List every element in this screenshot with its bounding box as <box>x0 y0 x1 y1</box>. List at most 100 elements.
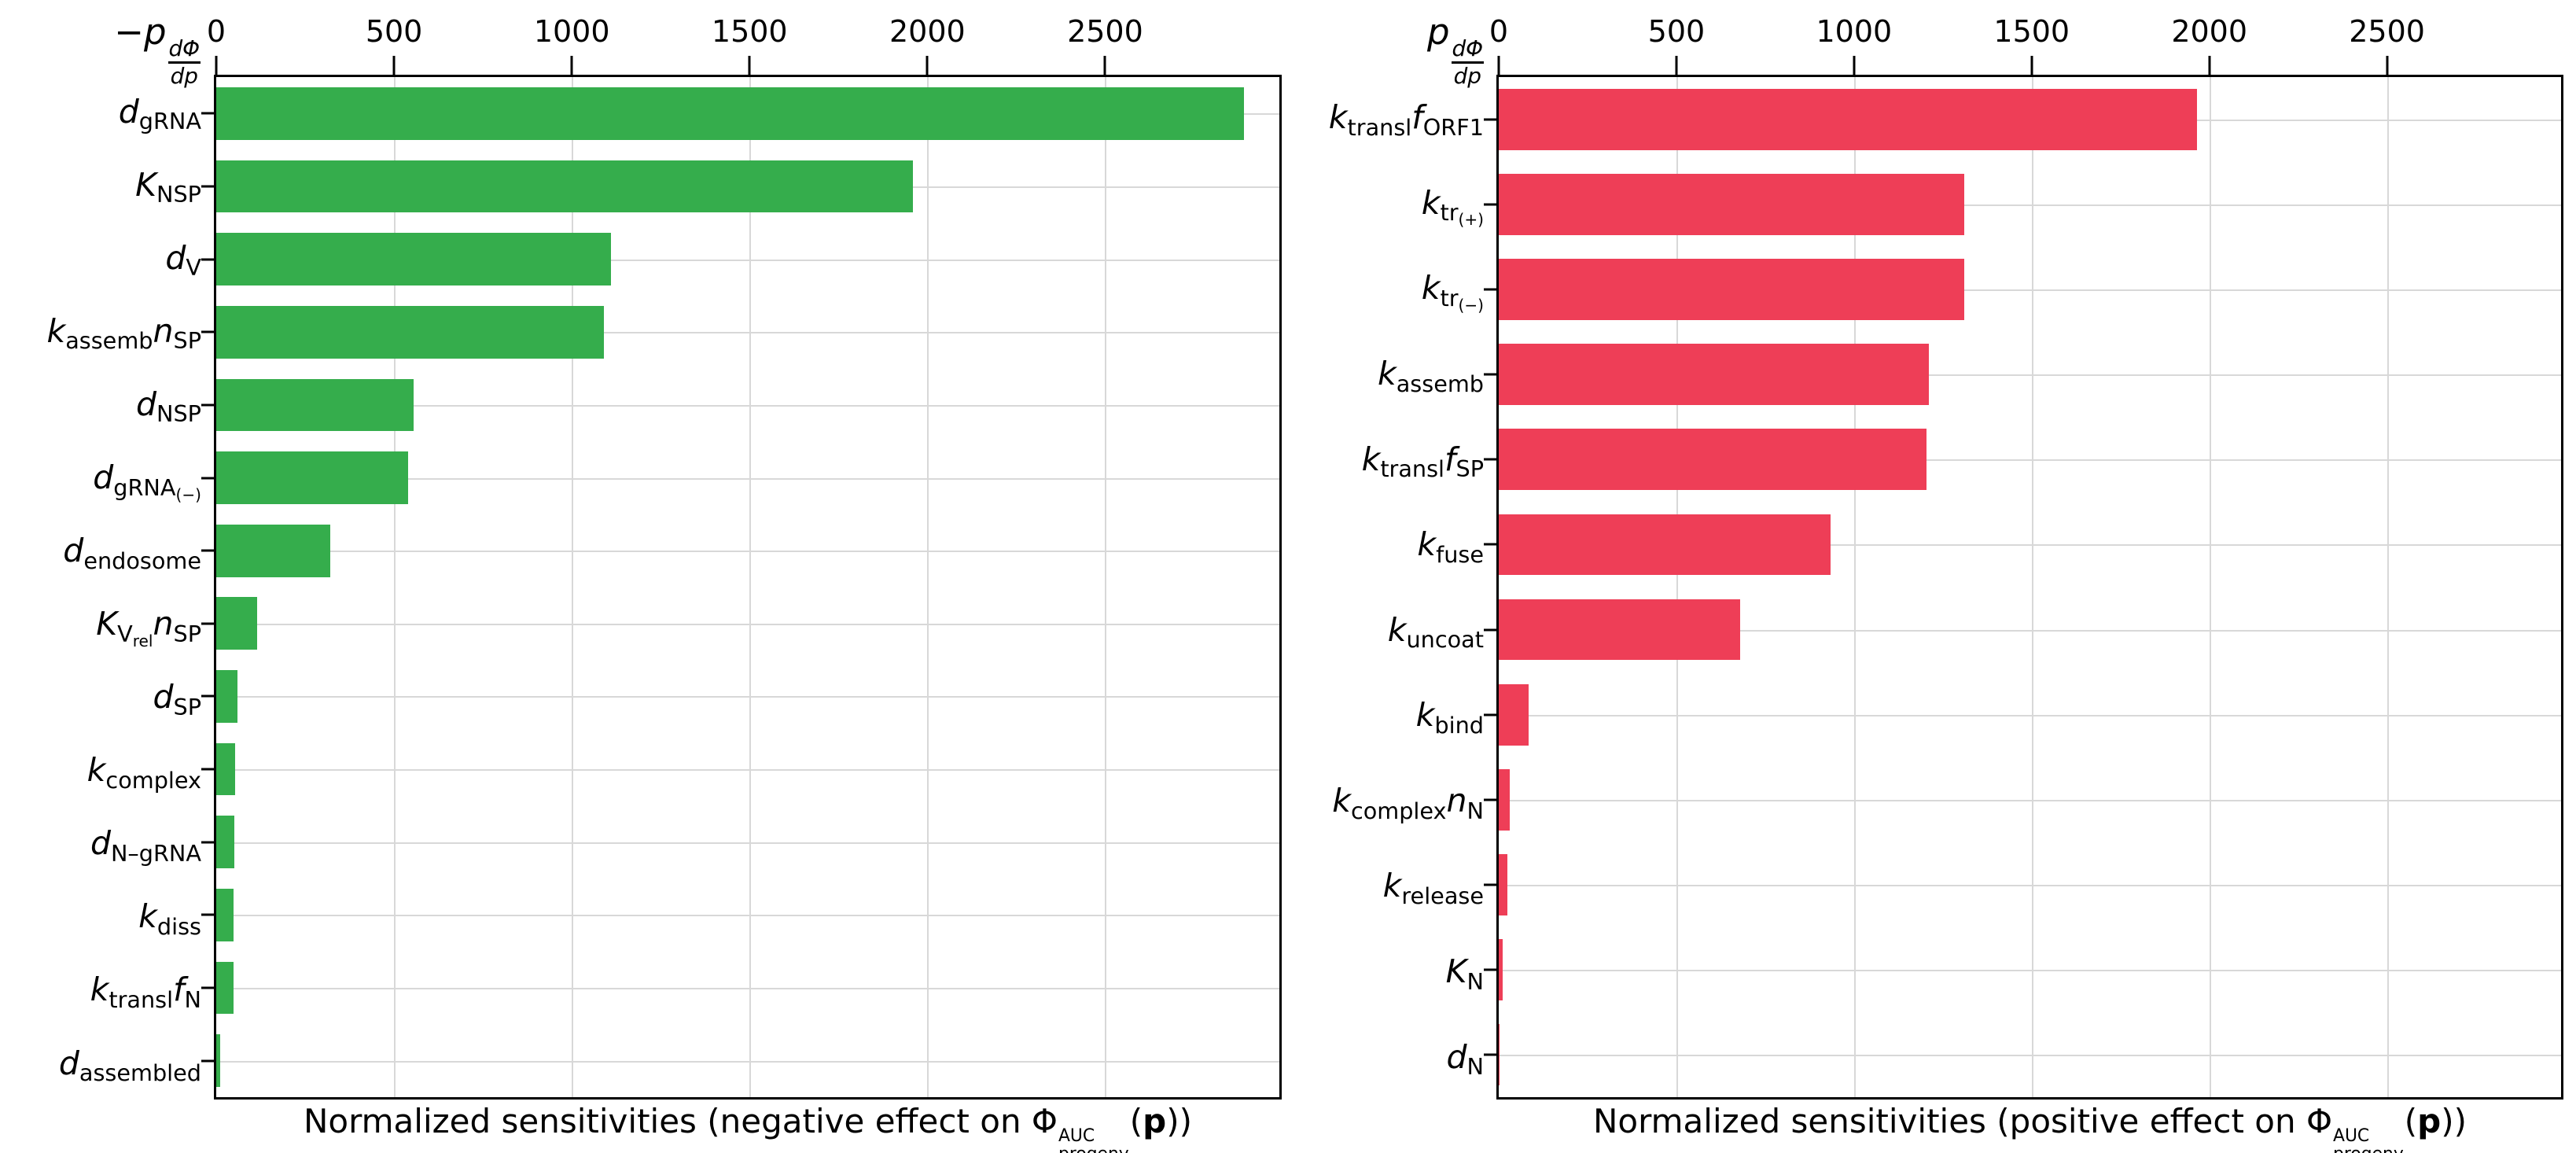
math-run: release <box>1401 882 1484 910</box>
bar <box>1499 938 1503 1000</box>
y-tick-mark <box>201 768 216 771</box>
y-tick-mark <box>1484 458 1499 461</box>
x-tick-mark <box>926 56 929 77</box>
math-run: bind <box>1434 711 1484 739</box>
math-text: SP <box>1455 455 1484 482</box>
x-tick-mark <box>1675 56 1678 77</box>
math-run: endosome <box>83 547 201 574</box>
math-run: N <box>1466 1053 1484 1081</box>
y-tick-mark <box>1484 883 1499 886</box>
math-run: transl <box>109 986 174 1014</box>
vertical-gridline <box>2209 77 2211 1097</box>
bar <box>216 889 234 941</box>
x-tick-label: 2500 <box>2349 14 2425 49</box>
math-text: assemb <box>65 327 153 354</box>
y-axis-category-label: KNSP <box>0 148 201 221</box>
math-text: kuncoat <box>1388 611 1484 654</box>
math-run: complex <box>105 766 201 794</box>
phi-symbol: Φ <box>1031 1102 1058 1140</box>
bar <box>1499 514 1831 576</box>
y-axis-category-label: dV <box>0 221 201 294</box>
y-tick-mark <box>1484 628 1499 632</box>
vertical-gridline <box>749 77 752 1097</box>
math-text: release <box>1401 882 1484 909</box>
math-text: kbind <box>1416 696 1484 739</box>
math-text: V <box>186 254 201 281</box>
math-run: n <box>153 605 174 643</box>
y-axis-category-label: dgRNA(−) <box>0 440 201 514</box>
x-tick-label: 1500 <box>1993 14 2070 49</box>
math-run: k <box>46 311 66 350</box>
x-tick-label: 1500 <box>711 14 788 49</box>
y-axis-category-label: dSP <box>0 661 201 734</box>
math-text: N <box>1467 1053 1484 1080</box>
math-run: d <box>153 678 174 716</box>
y-axis-category-label: kcomplexnN <box>1277 758 1484 844</box>
math-text: dN–gRNA <box>90 824 201 867</box>
horizontal-gridline <box>1499 1054 2561 1056</box>
math-text: assembled <box>79 1059 201 1086</box>
y-axis-category-label: krelease <box>1277 843 1484 929</box>
math-text: bind <box>1434 712 1484 739</box>
math-text: dgRNA(−) <box>93 459 201 504</box>
caption-open-paren: ( <box>2404 1102 2418 1140</box>
phi-subscript: progeny <box>1058 1145 1129 1153</box>
math-text: ktranslfSP <box>1362 440 1484 483</box>
math-run: N–gRNA <box>110 839 201 867</box>
math-text: dendosome <box>63 532 201 574</box>
math-text: dNSP <box>136 385 201 428</box>
math-text: transl <box>1348 114 1412 141</box>
math-run: d <box>118 92 139 131</box>
fraction-denominator: dp <box>1451 61 1484 88</box>
math-run: assemb <box>1396 370 1484 397</box>
math-text: kfuse <box>1417 525 1484 568</box>
bar <box>1499 344 1929 406</box>
y-tick-mark <box>1484 798 1499 801</box>
math-text: dSP <box>153 678 201 720</box>
y-axis-category-label: ktr(−) <box>1277 245 1484 331</box>
vertical-gridline <box>1676 77 1678 1097</box>
math-text: uncoat <box>1406 626 1484 653</box>
math-run: k <box>1332 781 1351 820</box>
y-axis-category-label: kbind <box>1277 672 1484 758</box>
math-run: gRNA <box>138 108 201 135</box>
math-run: rel <box>132 631 153 650</box>
math-run: K <box>96 605 118 643</box>
y-axis-category-label: dN–gRNA <box>0 807 201 880</box>
positive-y-axis-labels: ktranslfORF1 ktr(+) ktr(−) kassemb ktranslfS… <box>1277 75 1484 1100</box>
bar <box>216 378 414 432</box>
math-text: kassembnSP <box>46 311 201 355</box>
math-text: ktranslfORF1 <box>1329 98 1484 141</box>
math-run: d <box>165 238 186 277</box>
y-axis-category-label: ktranslfORF1 <box>1277 75 1484 160</box>
y-axis-category-label: kassemb <box>1277 331 1484 417</box>
math-text: (−) <box>176 485 202 504</box>
horizontal-gridline <box>216 404 1279 407</box>
horizontal-gridline <box>1499 969 2561 971</box>
horizontal-gridline <box>216 551 1279 553</box>
math-text: diss <box>157 913 201 940</box>
positive-axis-title: p dΦ dp <box>1307 11 1484 88</box>
math-run: SP <box>173 620 201 647</box>
math-text: kcomplexnN <box>1332 781 1484 824</box>
math-text: ktr(−) <box>1421 269 1484 315</box>
math-run: tr <box>1440 285 1459 312</box>
fraction-denominator: dp <box>167 61 201 88</box>
math-run: (+) <box>1458 210 1485 230</box>
positive-plot-area: 0 500 1000 1500 2000 2500 <box>1484 15 2563 1100</box>
y-tick-mark <box>201 549 216 552</box>
x-tick-mark <box>1103 56 1106 77</box>
math-run: (−) <box>175 484 202 504</box>
x-tick-mark <box>2208 56 2211 77</box>
y-axis-category-label: kdiss <box>0 880 201 953</box>
math-run: K <box>135 165 157 204</box>
x-tick-mark <box>748 56 751 77</box>
math-text: krelease <box>1383 867 1484 909</box>
caption-bold-p: p <box>2417 1102 2442 1140</box>
math-run: k <box>1421 269 1441 308</box>
math-text: N <box>185 986 201 1013</box>
bar <box>1499 429 1927 491</box>
math-text: (+) <box>1459 210 1485 229</box>
phi-symbol: Φ <box>2306 1102 2333 1140</box>
